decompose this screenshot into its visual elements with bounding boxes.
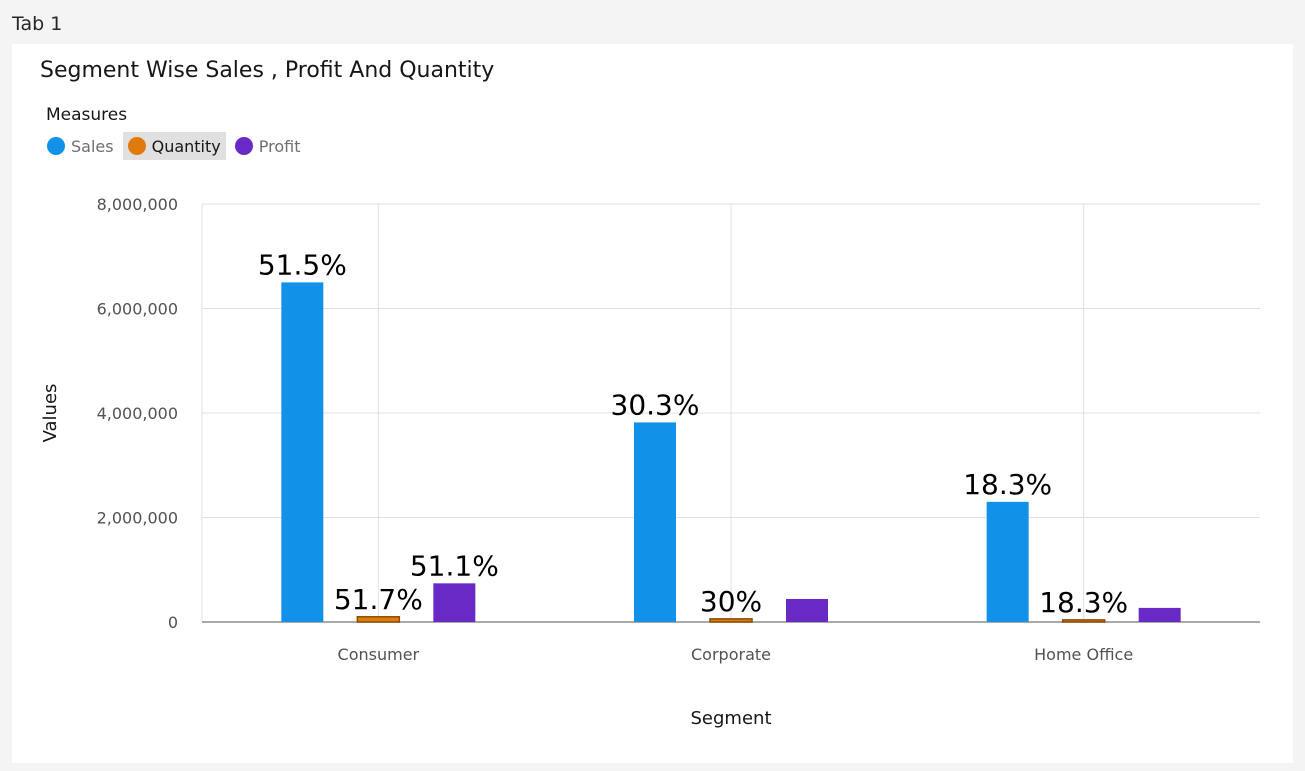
data-label: 51.1%: [410, 549, 499, 582]
x-tick-label: Consumer: [338, 645, 420, 664]
y-tick-label: 4,000,000: [97, 404, 178, 423]
legend-title: Measures: [46, 105, 128, 125]
chart-card: 0 2,000,000 4,000,000 6,000,000 8,000,000 Con…: [12, 44, 1293, 763]
legend-swatch-profit: [234, 137, 253, 155]
bar-sales: [281, 282, 324, 622]
bar-sales: [986, 501, 1029, 622]
x-axis-title: Segment: [691, 708, 772, 729]
legend-item-profit[interactable]: Profit: [230, 132, 306, 160]
chart-title: Segment Wise Sales , Profit And Quantity: [40, 58, 495, 83]
legend-label: Quantity: [151, 136, 221, 156]
legend-swatch-quantity: [127, 137, 146, 155]
x-tick-label: Home Office: [1034, 645, 1133, 664]
tab-label[interactable]: Tab 1: [12, 13, 63, 35]
bar-quantity: [1061, 619, 1106, 623]
legend-item-quantity[interactable]: Quantity: [122, 132, 226, 160]
y-axis-title: Values: [40, 384, 61, 443]
legend-label: Sales: [71, 136, 114, 156]
bar-profit: [433, 583, 476, 622]
y-tick-label: 6,000,000: [97, 300, 178, 319]
bar-profit: [786, 599, 828, 622]
data-label: 51.5%: [258, 248, 347, 281]
y-tick-label: 8,000,000: [97, 195, 178, 214]
x-tick-label: Corporate: [691, 645, 771, 664]
legend: Sales Quantity Profit: [42, 132, 309, 160]
data-label: 18.3%: [1039, 586, 1128, 619]
data-label: 30%: [700, 585, 762, 618]
bar-sales: [634, 422, 676, 622]
bar-chart: 0 2,000,000 4,000,000 6,000,000 8,000,000 Con…: [40, 195, 1260, 729]
bar-profit: [1138, 607, 1181, 622]
legend-swatch-sales: [47, 137, 65, 155]
data-label: 30.3%: [611, 388, 700, 421]
y-tick-label: 0: [168, 613, 178, 632]
legend-item-sales[interactable]: Sales: [42, 132, 119, 160]
bar-quantity: [356, 616, 401, 623]
legend-label: Profit: [258, 136, 301, 156]
bar-quantity: [709, 618, 753, 623]
data-label: 51.7%: [334, 583, 423, 616]
data-label: 18.3%: [963, 468, 1052, 501]
y-tick-label: 2,000,000: [97, 509, 178, 528]
